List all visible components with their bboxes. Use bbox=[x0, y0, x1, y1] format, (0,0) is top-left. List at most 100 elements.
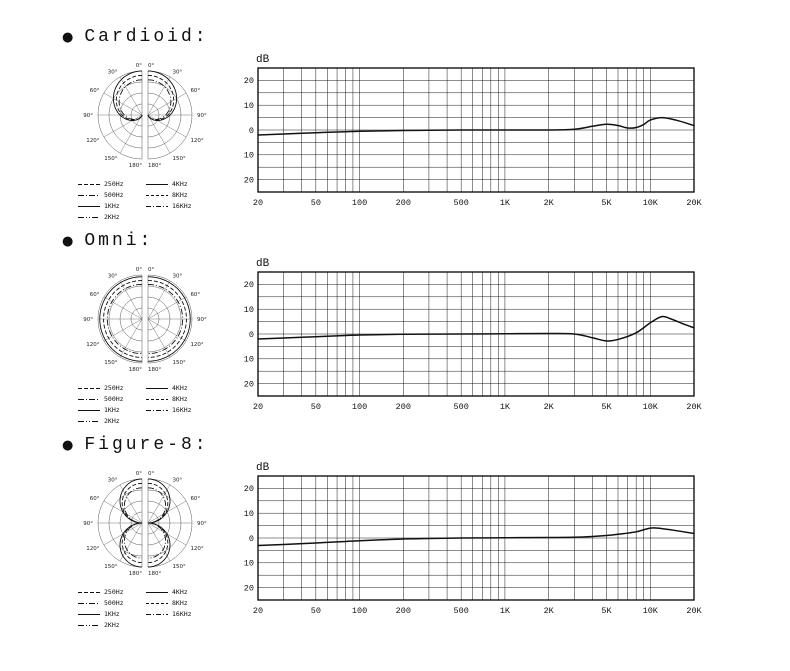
legend-frequency-label: 16KHz bbox=[172, 405, 192, 414]
x-tick-label: 50 bbox=[311, 198, 321, 208]
x-tick-label: 2K bbox=[544, 402, 555, 412]
legend-entry: 16KHz bbox=[146, 610, 206, 618]
polar-curve bbox=[106, 283, 142, 355]
bullet-icon: ● bbox=[62, 437, 74, 453]
degree-label: 90° bbox=[197, 521, 207, 527]
legend-frequency-label: 500Hz bbox=[104, 394, 124, 403]
legend-entry: 16KHz bbox=[146, 202, 206, 210]
degree-label: 60° bbox=[90, 496, 100, 502]
legend-entry: 8KHz bbox=[146, 599, 206, 607]
polar-legend: 250Hz 4KHz 500Hz 8KHz 1KHz 16KHz 2KHz bbox=[78, 588, 206, 629]
x-tick-label: 20K bbox=[686, 402, 702, 412]
y-tick-label: 10 bbox=[244, 509, 254, 519]
polar-legend: 250Hz 4KHz 500Hz 8KHz 1KHz 16KHz 2KHz bbox=[78, 384, 206, 425]
legend-frequency-label: 250Hz bbox=[104, 179, 124, 188]
legend-frequency-label: 4KHz bbox=[172, 383, 188, 392]
legend-line-sample bbox=[146, 205, 168, 207]
x-tick-label: 200 bbox=[396, 606, 411, 616]
x-tick-label: 100 bbox=[352, 402, 367, 412]
bullet-icon: ● bbox=[62, 29, 74, 45]
section-body: 0° 30° 60° 90° 120° 150° 180° 0° 30° 60° 90° 120° 15… bbox=[62, 458, 790, 630]
legend-entry: 250Hz bbox=[78, 180, 146, 188]
section-title: Omni: bbox=[84, 231, 154, 251]
legend-frequency-label: 500Hz bbox=[104, 598, 124, 607]
x-tick-label: 500 bbox=[454, 402, 469, 412]
polar-curve bbox=[103, 280, 142, 358]
polar-column: 0° 30° 60° 90° 120° 150° 180° 0° 30° 60° 90° 120° 15… bbox=[62, 458, 224, 629]
legend-entry: 500Hz bbox=[78, 395, 146, 403]
legend-entry: 8KHz bbox=[146, 395, 206, 403]
legend-frequency-label: 4KHz bbox=[172, 179, 188, 188]
polar-curve bbox=[99, 276, 142, 362]
x-tick-label: 2K bbox=[544, 606, 555, 616]
degree-label: 120° bbox=[190, 546, 203, 552]
polar-degree-labels: 0° 30° 60° 90° 120° 150° 180° bbox=[83, 471, 142, 577]
section-header: ● Cardioid: bbox=[62, 24, 790, 50]
bullet-icon: ● bbox=[62, 233, 74, 249]
y-tick-label: 10 bbox=[244, 305, 254, 315]
legend-frequency-label: 8KHz bbox=[172, 190, 188, 199]
legend-line-sample bbox=[78, 387, 100, 389]
chart-border bbox=[257, 475, 695, 601]
degree-label: 150° bbox=[104, 360, 117, 366]
polar-grid bbox=[97, 274, 143, 364]
polar-curve bbox=[147, 74, 175, 121]
x-tick-label: 20K bbox=[686, 606, 702, 616]
y-axis-unit-label: dB bbox=[256, 258, 270, 270]
degree-label: 180° bbox=[129, 163, 142, 169]
degree-label: 90° bbox=[83, 113, 93, 119]
y-tick-label: 20 bbox=[244, 484, 254, 494]
degree-label: 30° bbox=[173, 70, 183, 76]
section-header: ● Figure-8: bbox=[62, 432, 790, 458]
polar-pattern-diagram: 0° 30° 60° 90° 120° 150° 180° 0° 30° 60° 90° 120° 15… bbox=[83, 63, 207, 169]
legend-line-sample bbox=[78, 420, 100, 422]
degree-label: 30° bbox=[108, 274, 118, 280]
y-tick-label: 10 bbox=[244, 355, 254, 365]
legend-line-sample bbox=[146, 613, 168, 615]
response-curve bbox=[257, 116, 695, 136]
degree-label: 180° bbox=[129, 571, 142, 577]
legend-entry: 500Hz bbox=[78, 599, 146, 607]
x-tick-label: 1K bbox=[500, 402, 511, 412]
legend-line-sample bbox=[78, 613, 100, 615]
legend-frequency-label: 1KHz bbox=[104, 405, 120, 414]
legend-entry: 2KHz bbox=[78, 417, 146, 425]
section-title: Figure-8: bbox=[84, 435, 209, 455]
polar-curve bbox=[115, 74, 143, 121]
degree-label: 120° bbox=[86, 342, 99, 348]
legend-line-sample bbox=[78, 591, 100, 593]
polar-grid bbox=[147, 478, 193, 568]
degree-label: 60° bbox=[90, 292, 100, 298]
y-axis-unit-label: dB bbox=[256, 462, 270, 474]
degree-label: 90° bbox=[83, 521, 93, 527]
legend-entry: 2KHz bbox=[78, 213, 146, 221]
legend-entry bbox=[146, 621, 206, 629]
response-curve bbox=[257, 527, 695, 547]
legend-entry: 8KHz bbox=[146, 191, 206, 199]
legend-frequency-label: 16KHz bbox=[172, 201, 192, 210]
legend-line-sample bbox=[146, 409, 168, 411]
degree-label: 60° bbox=[90, 88, 100, 94]
chart-column: 20 10 0 10 20 20 50 100 200 500 1K 2K 5K 10K 20K dB bbox=[232, 458, 704, 630]
x-tick-label: 50 bbox=[311, 606, 321, 616]
y-tick-label: 20 bbox=[244, 583, 254, 593]
y-tick-label: 20 bbox=[244, 280, 254, 290]
section-body: 0° 30° 60° 90° 120° 150° 180° 0° 30° 60° 90° 120° 15… bbox=[62, 254, 790, 426]
degree-label: 180° bbox=[129, 367, 142, 373]
degree-label: 0° bbox=[148, 471, 154, 477]
section-title: Cardioid: bbox=[84, 27, 209, 47]
legend-line-sample bbox=[78, 205, 100, 207]
y-tick-label: 20 bbox=[244, 76, 254, 86]
polar-column: 0° 30° 60° 90° 120° 150° 180° 0° 30° 60° 90° 120° 15… bbox=[62, 50, 224, 221]
x-tick-label: 500 bbox=[454, 606, 469, 616]
polar-legend: 250Hz 4KHz 500Hz 8KHz 1KHz 16KHz 2KHz bbox=[78, 180, 206, 221]
x-tick-label: 20 bbox=[253, 198, 263, 208]
chart-border bbox=[257, 271, 695, 397]
legend-frequency-label: 1KHz bbox=[104, 609, 120, 618]
section-body: 0° 30° 60° 90° 120° 150° 180° 0° 30° 60° 90° 120° 15… bbox=[62, 50, 790, 222]
polar-degree-labels: 0° 30° 60° 90° 120° 150° 180° bbox=[148, 63, 207, 169]
legend-frequency-label: 1KHz bbox=[104, 201, 120, 210]
degree-label: 0° bbox=[136, 63, 142, 69]
